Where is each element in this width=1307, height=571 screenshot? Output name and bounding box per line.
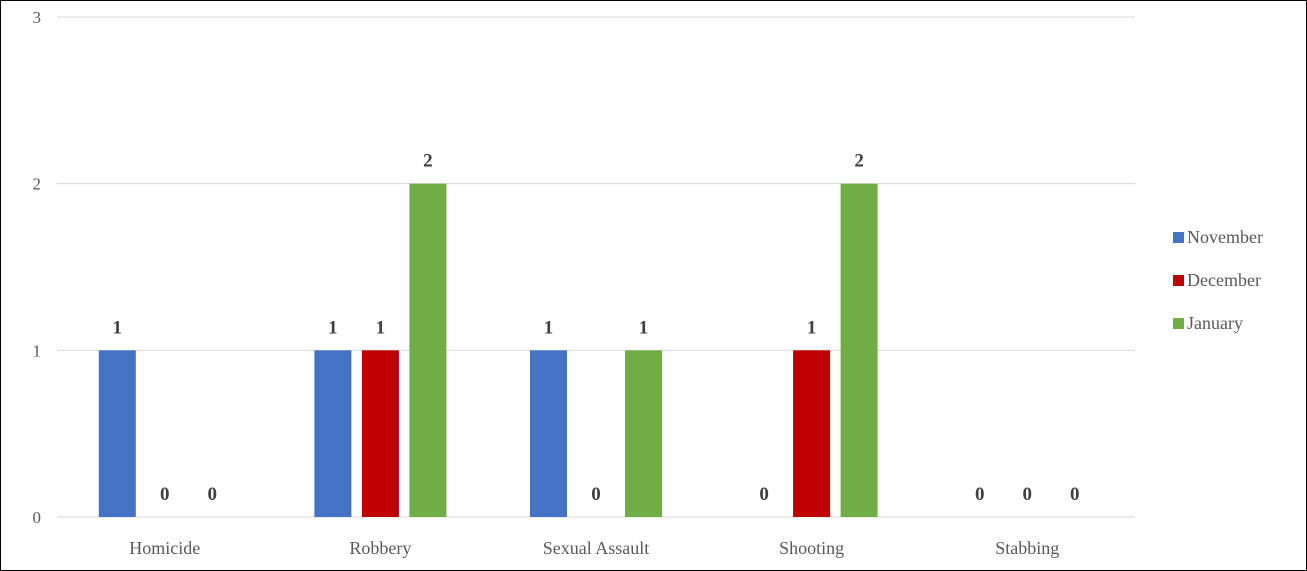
legend-swatch-november xyxy=(1173,232,1184,243)
data-label: 2 xyxy=(854,151,864,172)
bar-november-homicide xyxy=(98,350,136,517)
legend-label-january: January xyxy=(1187,313,1243,333)
data-label: 1 xyxy=(639,317,649,338)
y-tick-label: 1 xyxy=(33,341,42,360)
data-label: 1 xyxy=(544,317,554,338)
x-category-label: Robbery xyxy=(349,538,411,558)
bar-december-robbery xyxy=(361,350,399,517)
x-category-label: Homicide xyxy=(129,538,200,558)
data-label: 0 xyxy=(975,484,985,505)
legend-swatch-january xyxy=(1173,318,1184,329)
x-category-label: Sexual Assault xyxy=(543,538,650,558)
legend-label-december: December xyxy=(1187,270,1261,290)
data-label: 0 xyxy=(759,484,769,505)
data-label: 1 xyxy=(328,317,338,338)
data-label: 0 xyxy=(208,484,218,505)
x-axis-categories: Homicide Robbery Sexual Assault Shooting Sta… xyxy=(129,538,1059,558)
x-category-label: Shooting xyxy=(779,538,844,558)
data-label: 0 xyxy=(160,484,170,505)
data-label: 0 xyxy=(1022,484,1032,505)
legend-label-november: November xyxy=(1187,227,1263,247)
bar-december-shooting xyxy=(793,350,831,517)
bar-january-shooting xyxy=(840,183,878,517)
bar-november-sexual-assault xyxy=(530,350,567,517)
data-label: 1 xyxy=(113,317,123,338)
gridlines xyxy=(57,16,1135,518)
bars xyxy=(98,183,878,517)
y-axis-ticks: 0 1 2 3 xyxy=(33,8,42,527)
legend-swatch-december xyxy=(1173,275,1184,286)
x-category-label: Stabbing xyxy=(995,538,1059,558)
bar-january-sexual-assault xyxy=(625,350,662,517)
data-label: 0 xyxy=(591,484,601,505)
legend: November December January xyxy=(1173,227,1263,333)
data-labels: 1 0 0 1 1 2 1 0 1 0 1 2 0 0 0 xyxy=(113,151,1080,505)
data-label: 1 xyxy=(376,317,386,338)
y-tick-label: 0 xyxy=(33,508,42,527)
data-label: 1 xyxy=(807,317,817,338)
y-tick-label: 2 xyxy=(33,175,42,194)
data-label: 0 xyxy=(1070,484,1080,505)
bar-january-robbery xyxy=(409,183,447,517)
bar-november-robbery xyxy=(314,350,352,517)
data-label: 2 xyxy=(423,151,433,172)
y-tick-label: 3 xyxy=(33,8,42,27)
